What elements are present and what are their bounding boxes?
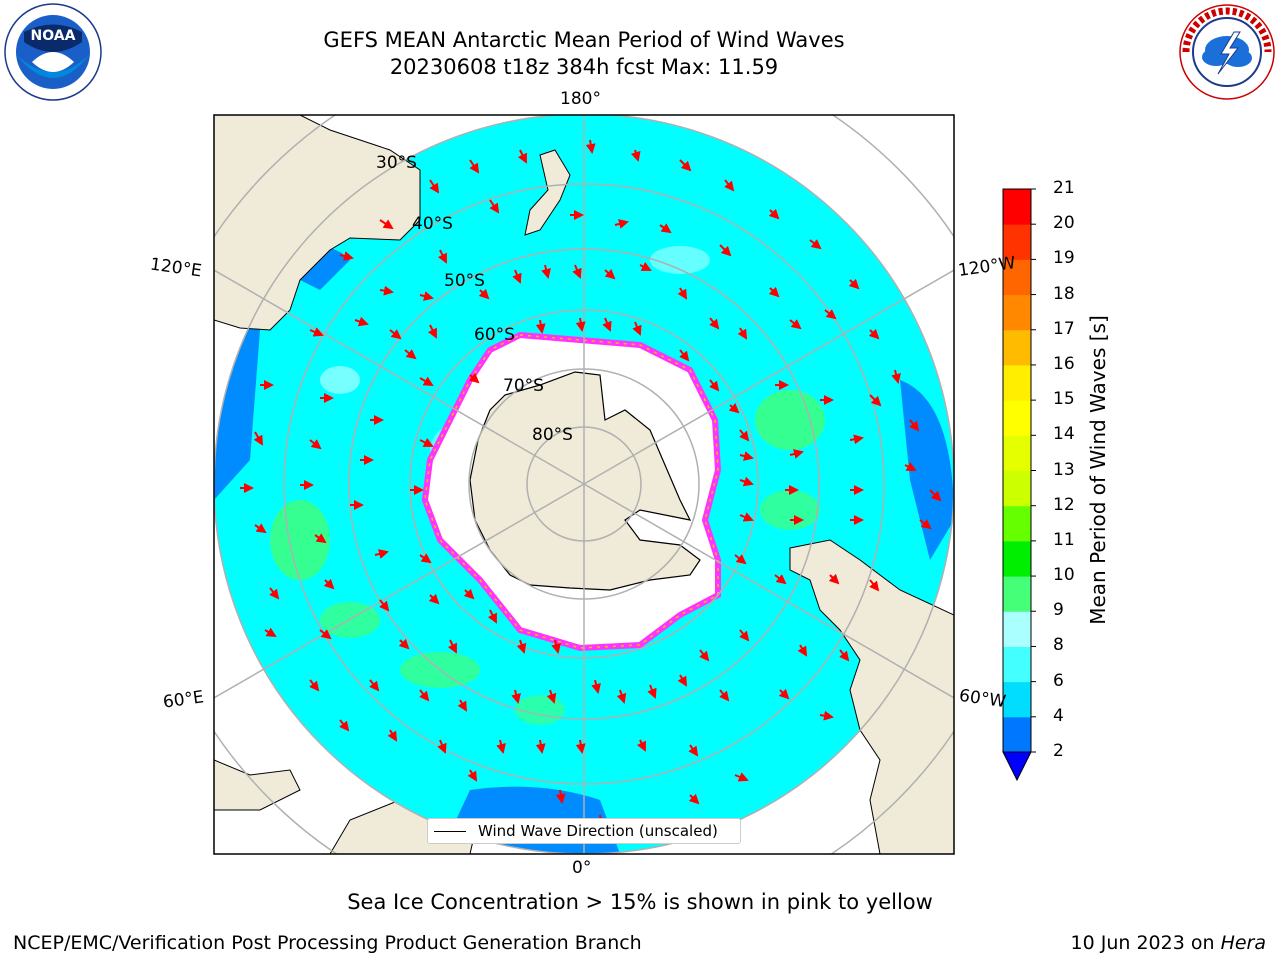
colorbar-tick-label: 10 <box>1053 565 1075 586</box>
legend-text: Wind Wave Direction (unscaled) <box>478 822 718 840</box>
colorbar-segment <box>1003 611 1031 647</box>
colorbar-tick-label: 17 <box>1053 318 1075 339</box>
lon-label-180: 180° <box>560 89 601 109</box>
lat-label-80s: 80°S <box>532 425 573 445</box>
colorbar-tick-label: 21 <box>1053 178 1075 198</box>
colorbar-segment <box>1003 294 1031 331</box>
colorbar-segment <box>1003 224 1031 260</box>
colorbar-tick-label: 9 <box>1053 600 1064 621</box>
lon-label-0: 0° <box>572 858 592 878</box>
colorbar <box>1002 188 1036 782</box>
colorbar-tick-label: 13 <box>1053 459 1075 480</box>
graticule <box>214 115 954 854</box>
colorbar-label: Mean Period of Wind Waves [s] <box>1086 315 1110 625</box>
nws-logo-icon <box>1179 4 1275 100</box>
footer-branch: NCEP/EMC/Verification Post Processing Pr… <box>13 932 642 954</box>
colorbar-tick-label: 16 <box>1053 353 1075 374</box>
colorbar-tick-label: 12 <box>1053 494 1075 515</box>
colorbar-tick-label: 18 <box>1053 283 1075 304</box>
colorbar-segment <box>1003 400 1031 436</box>
footer-host: Hera <box>1220 932 1266 954</box>
lat-label-30s: 30°S <box>376 153 417 173</box>
map-subtitle: 20230608 t18z 384h fcst Max: 11.59 <box>389 55 779 79</box>
lat-label-60s: 60°S <box>474 325 515 345</box>
footer-date: 10 Jun 2023 on Hera <box>1071 932 1266 954</box>
colorbar-tick-label: 14 <box>1053 424 1075 445</box>
colorbar-segment <box>1003 435 1031 471</box>
noaa-logo-text: NOAA <box>31 28 76 44</box>
colorbar-segment <box>1003 716 1031 753</box>
colorbar-segment <box>1003 540 1031 577</box>
map-title: GEFS MEAN Antarctic Mean Period of Wind … <box>323 28 845 52</box>
sea-ice-caption: Sea Ice Concentration > 15% is shown in … <box>347 890 933 914</box>
wave-direction-arrows <box>240 139 942 829</box>
colorbar-tick-label: 19 <box>1053 248 1075 269</box>
colorbar-tick-label: 20 <box>1053 213 1075 234</box>
colorbar-segment <box>1003 646 1031 683</box>
lat-label-70s: 70°S <box>503 376 544 396</box>
colorbar-segment <box>1003 576 1031 612</box>
footer-date-text: 10 Jun 2023 on <box>1070 932 1221 954</box>
map-frame <box>213 114 955 855</box>
colorbar-segment <box>1003 329 1031 366</box>
colorbar-tick-label: 11 <box>1053 529 1075 550</box>
colorbar-tick-label: 2 <box>1053 741 1064 761</box>
colorbar-segment <box>1003 470 1031 507</box>
noaa-logo-icon: NOAA <box>4 3 102 101</box>
colorbar-segment <box>1003 681 1031 718</box>
lat-label-40s: 40°S <box>412 214 453 234</box>
map-legend: Wind Wave Direction (unscaled) <box>427 818 741 844</box>
colorbar-segment <box>1003 189 1031 225</box>
colorbar-segment <box>1003 505 1031 542</box>
colorbar-segment <box>1003 259 1031 296</box>
colorbar-segment <box>1003 364 1031 401</box>
colorbar-tick-label: 15 <box>1053 389 1075 410</box>
colorbar-extend-arrow <box>1002 751 1032 782</box>
legend-line-icon <box>434 831 466 832</box>
colorbar-tick-label: 6 <box>1053 670 1064 691</box>
colorbar-tick-label: 8 <box>1053 635 1064 656</box>
lat-label-50s: 50°S <box>444 271 485 291</box>
colorbar-tick-label: 4 <box>1053 705 1064 726</box>
